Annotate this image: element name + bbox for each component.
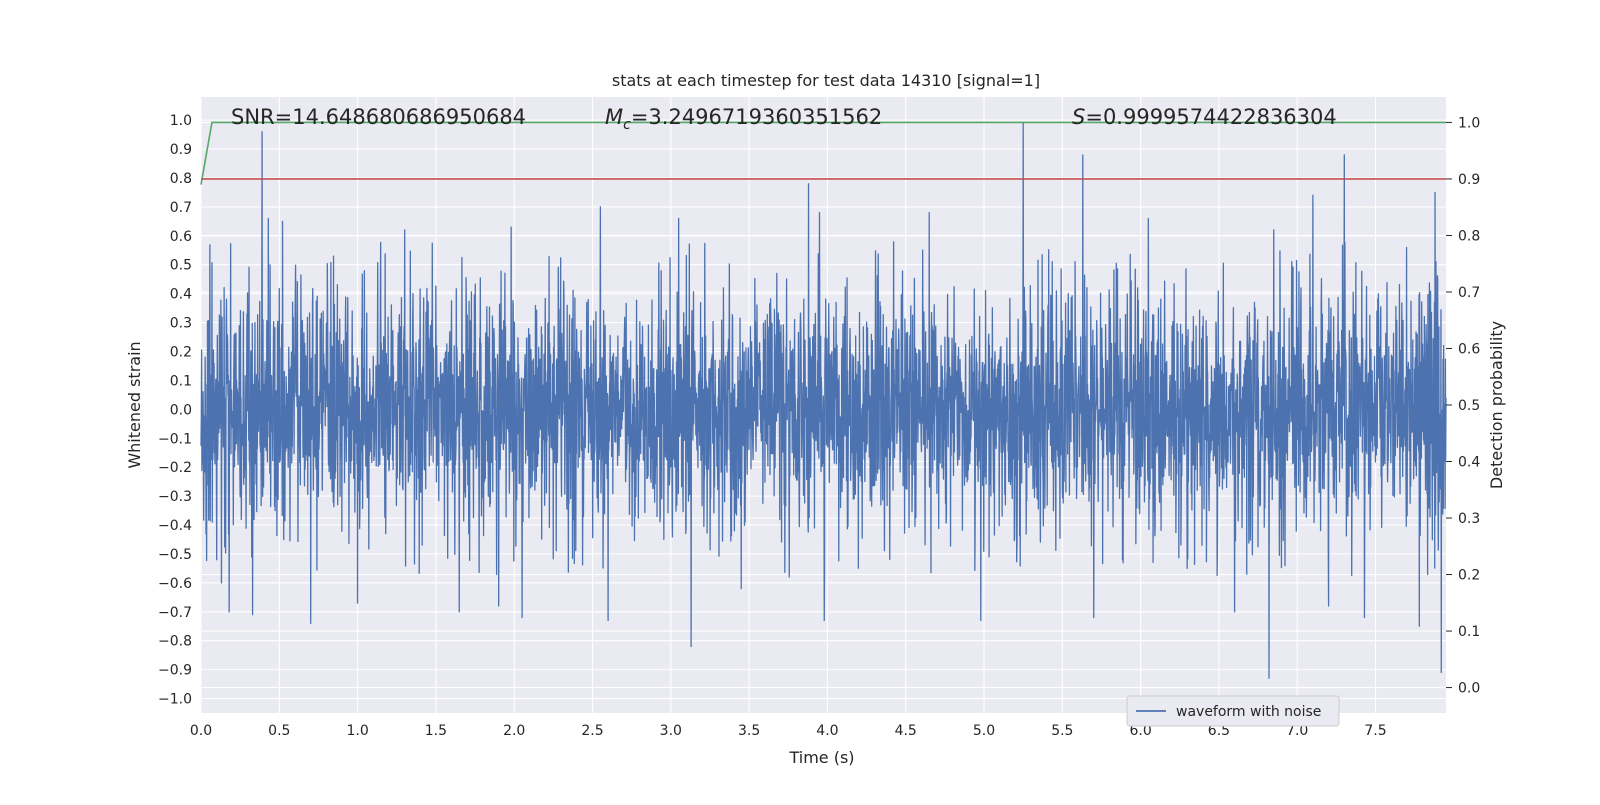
x-tick-label: 4.5 — [895, 723, 917, 739]
y-tick-label: 0.9 — [170, 142, 192, 158]
x-tick-label: 1.5 — [425, 723, 447, 739]
chirp-mass-symbol: M — [605, 105, 623, 129]
y-axis-title: Whitened strain — [125, 341, 144, 468]
x-tick-label: 2.5 — [581, 723, 603, 739]
y-tick-label: −0.4 — [158, 518, 192, 534]
y2-tick-label: 0.6 — [1458, 341, 1480, 357]
x-tick-label: 4.0 — [816, 723, 838, 739]
snr-annotation: SNR=14.648680686950684 — [231, 105, 526, 129]
statistic-annotation: S=0.9999574422836304 — [1072, 105, 1337, 129]
y-tick-label: −0.7 — [158, 605, 192, 621]
x-tick-label: 6.5 — [1208, 723, 1230, 739]
y-tick-label: 0.0 — [170, 402, 192, 418]
statistic-value: =0.9999574422836304 — [1085, 105, 1336, 129]
chart-title: stats at each timestep for test data 143… — [612, 71, 1040, 90]
chirp-mass-annotation: Mc=3.2496719360351562 — [605, 105, 882, 133]
y-tick-label: −0.9 — [158, 663, 192, 679]
y2-tick-label: 0.3 — [1458, 511, 1480, 527]
x-tick-label: 1.0 — [346, 723, 368, 739]
y-tick-label: 0.4 — [170, 287, 192, 303]
chirp-mass-subscript: c — [623, 117, 631, 133]
statistic-symbol: S — [1072, 105, 1085, 129]
y-tick-label: 0.5 — [170, 258, 192, 274]
x-axis-title: Time (s) — [788, 748, 854, 767]
x-tick-label: 6.0 — [1129, 723, 1151, 739]
probability-series — [200, 121, 1446, 185]
y2-tick-label: 0.9 — [1458, 172, 1480, 188]
y-tick-label: −0.8 — [158, 634, 192, 650]
y-tick-label: −0.1 — [158, 431, 192, 447]
y-tick-label: 1.0 — [170, 113, 192, 129]
y-tick-label: −0.3 — [158, 489, 192, 505]
y2-tick-label: 0.7 — [1458, 285, 1480, 301]
axes: 0.0 0.5 1.0 1.5 2.0 2.5 3.0 3.5 4.0 4.5 5.0 5.5 6.0 6… — [158, 113, 1480, 739]
waveform-line — [200, 122, 1447, 679]
x-tick-label: 5.5 — [1051, 723, 1073, 739]
legend-box — [1126, 695, 1340, 727]
x-tick-label: 0.0 — [190, 723, 212, 739]
chirp-mass-value: =3.2496719360351562 — [631, 105, 882, 129]
y2-tick-label: 0.2 — [1458, 568, 1480, 584]
y-tick-label: 0.2 — [170, 344, 192, 360]
y-tick-label: 0.8 — [170, 171, 192, 187]
x-tick-label: 3.5 — [738, 723, 760, 739]
y2-axis-title: Detection probability — [1487, 321, 1506, 489]
y-tick-label: 0.3 — [170, 316, 192, 332]
waveform-series — [200, 122, 1447, 679]
y-tick-label: 0.6 — [170, 229, 192, 245]
detection-probability-line — [200, 121, 1446, 185]
x-tick-label: 5.0 — [973, 723, 995, 739]
y2-tick-label: 0.5 — [1458, 398, 1480, 414]
y2-tick-label: 0.1 — [1458, 624, 1480, 640]
x-tick-label: 7.5 — [1364, 723, 1386, 739]
y-tick-label: 0.7 — [170, 200, 192, 216]
x-tick-label: 7.0 — [1286, 723, 1308, 739]
x-tick-label: 0.5 — [268, 723, 290, 739]
x-tick-label: 2.0 — [503, 723, 525, 739]
y-tick-label: −0.5 — [158, 547, 192, 563]
y2-tick-label: 0.0 — [1458, 681, 1480, 697]
y-tick-label: −0.2 — [158, 460, 192, 476]
x-tick-label: 3.0 — [660, 723, 682, 739]
y2-tick-label: 1.0 — [1458, 115, 1480, 131]
y2-tick-label: 0.8 — [1458, 228, 1480, 244]
y-tick-label: −0.6 — [158, 576, 192, 592]
legend-label-waveform: waveform with noise — [1176, 704, 1321, 720]
y-tick-label: 0.1 — [170, 373, 192, 389]
legend: waveform with noise — [1126, 695, 1340, 727]
y2-tick-label: 0.4 — [1458, 455, 1480, 471]
y-tick-label: −1.0 — [158, 692, 192, 708]
